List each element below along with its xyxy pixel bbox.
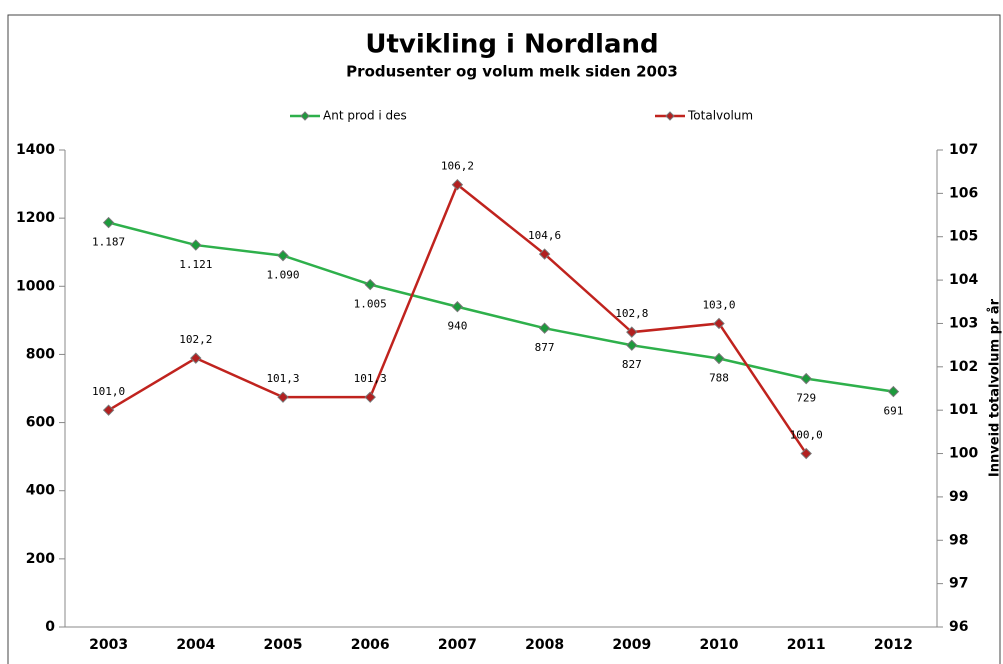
legend-marker xyxy=(665,111,675,121)
value-label: 1.090 xyxy=(266,269,299,282)
x-tick-label: 2003 xyxy=(89,637,128,653)
value-label: 101,3 xyxy=(354,372,387,385)
point xyxy=(190,352,202,364)
x-tick-label: 2006 xyxy=(351,637,390,653)
point xyxy=(713,317,725,330)
y2-axis-label: Innveid totalvolum pr år xyxy=(988,298,1003,477)
y2-tick-label: 105 xyxy=(949,229,978,245)
point xyxy=(538,322,551,334)
value-label: 1.121 xyxy=(179,258,212,271)
point xyxy=(626,339,638,351)
value-label: 827 xyxy=(622,358,642,371)
value-label: 788 xyxy=(709,372,729,385)
y2-tick-label: 104 xyxy=(949,272,978,288)
point xyxy=(190,239,202,251)
legend-label: Totalvolum xyxy=(687,109,753,123)
legend-marker xyxy=(300,111,310,121)
y2-tick-label: 98 xyxy=(949,532,968,548)
y-tick-label: 800 xyxy=(26,346,55,362)
value-label: 691 xyxy=(883,405,903,418)
value-label: 940 xyxy=(447,320,467,333)
series-line xyxy=(108,221,894,393)
point xyxy=(713,352,725,365)
value-label: 102,8 xyxy=(615,307,648,320)
y-tick-label: 400 xyxy=(26,483,55,499)
point xyxy=(800,372,812,385)
y-tick-label: 0 xyxy=(45,619,55,635)
y-tick-label: 1200 xyxy=(16,210,55,226)
y2-tick-label: 103 xyxy=(949,315,978,331)
value-label: 106,2 xyxy=(441,160,474,173)
y2-tick-label: 100 xyxy=(949,446,978,462)
y2-tick-label: 96 xyxy=(949,619,968,635)
x-tick-label: 2008 xyxy=(525,637,564,653)
y-tick-label: 200 xyxy=(26,551,55,567)
point xyxy=(451,178,464,191)
point xyxy=(538,248,551,260)
point xyxy=(102,404,115,416)
value-label: 101,3 xyxy=(266,372,299,385)
x-tick-label: 2009 xyxy=(612,637,651,653)
y2-tick-label: 97 xyxy=(949,576,968,592)
chart-subtitle: Produsenter og volum melk siden 2003 xyxy=(346,63,678,81)
point xyxy=(626,326,638,338)
value-label: 877 xyxy=(535,341,555,354)
point xyxy=(887,385,900,398)
y2-tick-label: 99 xyxy=(949,489,968,505)
chart-title: Utvikling i Nordland xyxy=(365,30,658,60)
value-label: 100,0 xyxy=(790,429,823,442)
x-tick-label: 2005 xyxy=(264,637,303,653)
point xyxy=(277,249,289,262)
value-label: 1.005 xyxy=(354,298,387,311)
x-tick-label: 2007 xyxy=(438,637,477,653)
x-tick-label: 2011 xyxy=(787,637,826,653)
y-tick-label: 1000 xyxy=(16,278,55,294)
point xyxy=(800,447,812,460)
y2-tick-label: 102 xyxy=(949,359,978,375)
value-label: 1.187 xyxy=(92,236,125,249)
legend-label: Ant prod i des xyxy=(323,109,407,123)
y2-tick-label: 107 xyxy=(949,142,978,158)
value-label: 102,2 xyxy=(179,333,212,346)
point xyxy=(102,216,115,229)
value-label: 729 xyxy=(796,392,816,405)
point xyxy=(364,391,376,403)
x-tick-label: 2012 xyxy=(874,637,913,653)
y-tick-label: 600 xyxy=(26,415,55,431)
value-label: 101,0 xyxy=(92,385,125,398)
x-tick-label: 2004 xyxy=(176,637,215,653)
y-tick-label: 1400 xyxy=(16,142,55,158)
y2-tick-label: 106 xyxy=(949,185,978,201)
point xyxy=(364,278,376,291)
point xyxy=(277,391,289,403)
y2-tick-label: 101 xyxy=(949,402,978,418)
value-label: 103,0 xyxy=(702,298,735,311)
point xyxy=(451,301,464,313)
x-tick-label: 2010 xyxy=(700,637,739,653)
value-label: 104,6 xyxy=(528,229,561,242)
chart-frame xyxy=(7,14,1001,664)
